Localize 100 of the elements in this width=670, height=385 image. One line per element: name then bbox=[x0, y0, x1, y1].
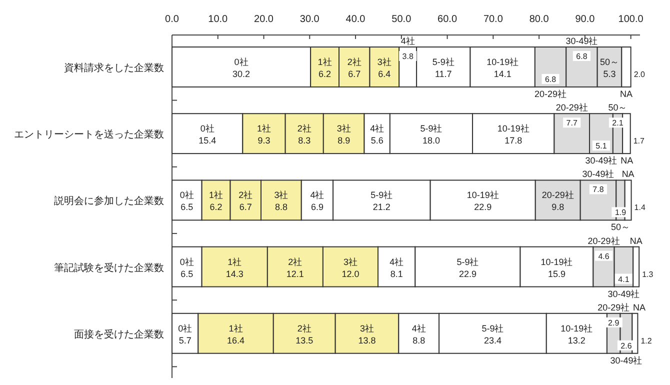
data-label: 6.7 bbox=[239, 202, 252, 212]
text: 2社 bbox=[347, 56, 362, 67]
text: 20-29社 bbox=[542, 190, 574, 200]
x-tick-label: 60.0 bbox=[438, 14, 458, 25]
x-tick-label: 80.0 bbox=[529, 14, 550, 25]
text: 2社 bbox=[297, 323, 312, 334]
series-label: 0社 bbox=[178, 323, 192, 334]
text: NA bbox=[620, 88, 632, 99]
series-label: 4社 bbox=[400, 36, 415, 46]
text: 1社 bbox=[228, 256, 242, 267]
data-label: 6.7 bbox=[348, 68, 361, 79]
text: 0社 bbox=[180, 256, 194, 267]
x-tick-label: 50.0 bbox=[392, 14, 412, 25]
text: 4社 bbox=[412, 323, 426, 334]
text: 3社 bbox=[343, 256, 358, 267]
data-label: 12.1 bbox=[286, 268, 304, 279]
text: 4社 bbox=[370, 124, 384, 134]
x-tick-label: 30.0 bbox=[300, 14, 320, 25]
x-tick-label: 0.0 bbox=[165, 14, 180, 25]
x-tick-label: 20.0 bbox=[254, 14, 274, 25]
data-label: 14.3 bbox=[226, 268, 244, 279]
data-label: 8.9 bbox=[338, 136, 350, 146]
data-label: 21.2 bbox=[372, 202, 390, 212]
series-label: 20-29社 bbox=[556, 102, 588, 113]
data-label: 6.5 bbox=[180, 268, 194, 279]
text: 5-9社 bbox=[420, 124, 442, 134]
text: 2社 bbox=[297, 124, 312, 134]
data-label: 12.0 bbox=[342, 268, 360, 279]
series-label: 3社 bbox=[377, 56, 392, 67]
data-label: 8.8 bbox=[412, 335, 426, 346]
text: 4社 bbox=[390, 256, 404, 267]
data-label: 6.8 bbox=[576, 52, 588, 61]
text: 5-9社 bbox=[370, 190, 393, 200]
data-label: 5.7 bbox=[178, 335, 192, 346]
x-tick-label: 100.0 bbox=[618, 14, 644, 25]
data-label: 9.3 bbox=[258, 136, 270, 146]
text: NA bbox=[622, 169, 634, 180]
data-label: 5.1 bbox=[596, 142, 608, 151]
data-label: 1.7 bbox=[633, 136, 646, 146]
text: 20-29社 bbox=[598, 302, 630, 312]
data-label: 13.2 bbox=[568, 335, 586, 346]
data-label: 1.4 bbox=[634, 203, 646, 212]
text: NA bbox=[620, 156, 634, 166]
data-label: 3.8 bbox=[402, 52, 414, 61]
data-label: 6.2 bbox=[210, 202, 222, 212]
data-label: 8.3 bbox=[298, 136, 311, 146]
text: 30-49社 bbox=[608, 288, 640, 299]
data-label: 6.5 bbox=[180, 202, 194, 212]
data-label: 30.2 bbox=[232, 68, 250, 79]
series-label: 30-49社 bbox=[582, 169, 614, 180]
y-tick-label: 面接を受けた企業数 bbox=[74, 328, 164, 340]
data-label: 9.8 bbox=[552, 202, 564, 212]
text: 4社 bbox=[310, 190, 324, 200]
data-label: 1.9 bbox=[614, 208, 627, 218]
data-label: 2.1 bbox=[612, 118, 624, 128]
data-label: 7.7 bbox=[566, 118, 578, 128]
text: 1社 bbox=[228, 323, 243, 334]
text: 0社 bbox=[180, 190, 194, 200]
data-label: 15.9 bbox=[548, 268, 566, 279]
text: 30-49社 bbox=[585, 156, 618, 166]
data-label: 11.7 bbox=[434, 68, 452, 79]
text: 10-19社 bbox=[560, 323, 593, 334]
text: 5-9社 bbox=[482, 323, 504, 334]
text: 50～ bbox=[608, 102, 628, 113]
y-tick-label: エントリーシートを送った企業数 bbox=[14, 128, 164, 141]
data-label: 6.9 bbox=[310, 202, 324, 212]
text: 50～ bbox=[610, 222, 630, 232]
data-label: 7.8 bbox=[592, 185, 604, 194]
x-tick-label: 90.0 bbox=[575, 14, 596, 25]
y-tick-label: 資料請求をした企業数 bbox=[64, 62, 164, 74]
data-label: 23.4 bbox=[484, 335, 502, 346]
series-label: 10-19社 bbox=[540, 256, 573, 267]
text: 10-19社 bbox=[486, 56, 519, 67]
text: 3社 bbox=[336, 124, 351, 134]
series-label: 2社 bbox=[238, 190, 253, 200]
data-label: 17.8 bbox=[504, 136, 522, 146]
data-label: 2.0 bbox=[634, 70, 646, 79]
data-label: 2.6 bbox=[620, 341, 632, 350]
series-label: 5-9社 bbox=[456, 256, 479, 267]
data-label: 22.9 bbox=[474, 202, 492, 212]
x-tick-label: 10.0 bbox=[208, 14, 228, 25]
text: 3社 bbox=[274, 190, 288, 200]
text: 30-49社 bbox=[566, 36, 598, 46]
data-label: 6.4 bbox=[378, 68, 391, 79]
data-label: 5.6 bbox=[370, 136, 384, 146]
data-label: 8.1 bbox=[390, 268, 403, 279]
data-label: 5.3 bbox=[603, 68, 616, 79]
data-label: 15.4 bbox=[198, 136, 216, 146]
text: 10-19社 bbox=[497, 124, 530, 134]
text: 0社 bbox=[200, 124, 214, 134]
data-label: 13.5 bbox=[296, 335, 314, 346]
text: 5-9社 bbox=[432, 56, 454, 67]
data-label: 1.3 bbox=[642, 270, 654, 279]
data-label: 16.4 bbox=[227, 335, 245, 346]
series-label: 50～ bbox=[600, 56, 619, 67]
data-label: 1.2 bbox=[640, 336, 652, 346]
data-label: 14.1 bbox=[494, 68, 512, 79]
y-tick-label: 筆記試験を受けた企業数 bbox=[54, 262, 164, 274]
data-label: 4.6 bbox=[598, 252, 610, 261]
series-label: NA bbox=[633, 302, 646, 312]
